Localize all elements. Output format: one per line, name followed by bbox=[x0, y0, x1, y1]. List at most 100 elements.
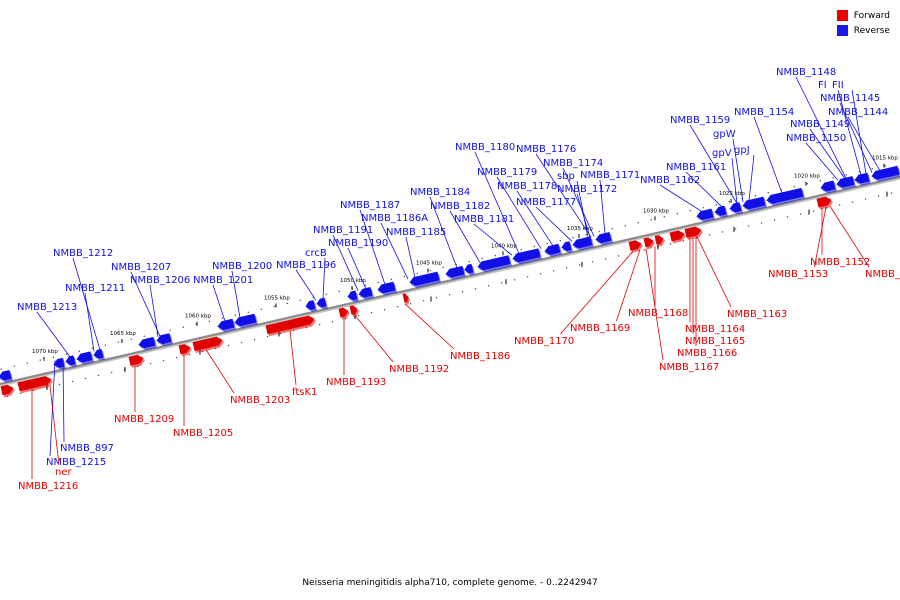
reverse-label-nmbb-1145[interactable]: NMBB_1145 bbox=[820, 93, 880, 173]
reverse-label-nmbb-1206[interactable]: NMBB_1206 bbox=[130, 275, 190, 337]
forward-label-nmbb-1153[interactable]: NMBB_1153 bbox=[768, 206, 828, 280]
forward-gene-11[interactable] bbox=[178, 344, 193, 357]
reverse-label-nmbb-1185[interactable]: NMBB_1185 bbox=[386, 227, 446, 278]
forward-label-nmbb-1168[interactable]: NMBB_1168 bbox=[628, 246, 688, 319]
reverse-gene-15[interactable] bbox=[464, 263, 475, 276]
reverse-gene-19[interactable] bbox=[358, 287, 374, 300]
reverse-gene-17[interactable] bbox=[409, 271, 441, 288]
forward-gene-3[interactable] bbox=[654, 235, 666, 247]
forward-gene-0[interactable] bbox=[816, 196, 834, 210]
reverse-label-nmbb-1213[interactable]: NMBB_1213 bbox=[17, 302, 77, 358]
reverse-gene-31[interactable] bbox=[0, 370, 13, 383]
forward-gene-4[interactable] bbox=[643, 237, 656, 250]
reverse-label-nmbb-1211[interactable]: NMBB_1211 bbox=[65, 283, 125, 352]
reverse-label-nmbb-1180[interactable]: NMBB_1180 bbox=[455, 142, 520, 254]
reverse-gene-14[interactable] bbox=[477, 255, 512, 273]
reverse-label-gpv[interactable]: gpV bbox=[712, 148, 738, 204]
reverse-gene-4[interactable] bbox=[766, 187, 805, 206]
forward-label-nmbb-1163[interactable]: NMBB_1163 bbox=[696, 236, 787, 320]
reverse-label-nmbb-1178[interactable]: NMBB_1178 bbox=[497, 181, 557, 247]
forward-label-nmbb-1151[interactable]: NMBB_1151 bbox=[829, 205, 900, 280]
reverse-label-nmbb-1144[interactable]: NMBB_1144 bbox=[828, 107, 888, 171]
reverse-label-nmbb-1149[interactable]: NMBB_1149 bbox=[790, 119, 850, 179]
reverse-gene-8[interactable] bbox=[696, 208, 715, 222]
reverse-label-sbp[interactable]: sbp bbox=[557, 171, 589, 238]
reverse-gene-20[interactable] bbox=[347, 290, 359, 303]
reverse-label-nmbb-1200[interactable]: NMBB_1200 bbox=[212, 261, 272, 318]
reverse-label-nmbb-1161[interactable]: NMBB_1161 bbox=[666, 162, 726, 208]
reverse-label-nmbb-1201[interactable]: NMBB_1201 bbox=[193, 275, 253, 322]
reverse-label-nmbb-1212[interactable]: NMBB_1212 bbox=[53, 248, 113, 351]
reverse-gene-22[interactable] bbox=[305, 300, 317, 312]
forward-label-nmbb-1167[interactable]: NMBB_1167 bbox=[645, 248, 719, 373]
reverse-gene-29[interactable] bbox=[65, 355, 77, 368]
reverse-label-nmbb-1207[interactable]: NMBB_1207 bbox=[111, 262, 171, 337]
forward-gene-1[interactable] bbox=[684, 226, 704, 240]
forward-gene-8[interactable] bbox=[338, 307, 351, 320]
reverse-gene-9[interactable] bbox=[595, 232, 613, 246]
reverse-label-nmbb-1150[interactable]: NMBB_1150 bbox=[786, 133, 846, 181]
reverse-label-nmbb-1181[interactable]: NMBB_1181 bbox=[454, 214, 514, 256]
reverse-gene-7[interactable] bbox=[714, 205, 728, 218]
forward-gene-7[interactable] bbox=[349, 305, 360, 317]
forward-label-nmbb-1192[interactable]: NMBB_1192 bbox=[354, 315, 449, 375]
reverse-label-nmbb-1176[interactable]: NMBB_1176 bbox=[516, 144, 592, 238]
reverse-label-nmbb-1177[interactable]: NMBB_1177 bbox=[516, 197, 576, 242]
forward-label-ner[interactable]: ner bbox=[49, 385, 72, 479]
forward-gene-12[interactable] bbox=[128, 354, 146, 368]
reverse-label-nmbb-897[interactable]: NMBB_897 bbox=[60, 358, 114, 454]
forward-label-nmbb-1170[interactable]: NMBB_1170 bbox=[514, 251, 634, 347]
reverse-gene-18[interactable] bbox=[377, 281, 397, 296]
reverse-label-nmbb-1172[interactable]: NMBB_1172 bbox=[557, 184, 617, 238]
reverse-label-nmbb-1196[interactable]: NMBB_1196 bbox=[276, 260, 336, 301]
reverse-label-nmbb-1187[interactable]: NMBB_1187 bbox=[340, 200, 400, 285]
reverse-label-nmbb-1148[interactable]: NMBB_1148 bbox=[776, 67, 847, 179]
forward-label-nmbb-1164[interactable]: NMBB_1164 bbox=[685, 238, 745, 335]
reverse-gene-13[interactable] bbox=[512, 248, 542, 265]
reverse-label-nmbb-1171[interactable]: NMBB_1171 bbox=[580, 170, 640, 234]
reverse-gene-27[interactable] bbox=[93, 348, 105, 361]
reverse-label-gpw[interactable]: gpW bbox=[713, 129, 744, 203]
reverse-gene-6[interactable] bbox=[729, 202, 743, 215]
forward-label-nmbb-1205[interactable]: NMBB_1205 bbox=[173, 354, 233, 439]
reverse-gene-1[interactable] bbox=[854, 172, 871, 186]
forward-label-nmbb-1166[interactable]: NMBB_1166 bbox=[677, 236, 737, 359]
forward-label-nmbb-1193[interactable]: NMBB_1193 bbox=[326, 317, 386, 388]
reverse-gene-2[interactable] bbox=[836, 176, 856, 190]
forward-gene-5[interactable] bbox=[628, 240, 644, 253]
reverse-label-nmbb-1184[interactable]: NMBB_1184 bbox=[410, 187, 470, 269]
forward-label-nmbb-1152[interactable]: NMBB_1152 bbox=[810, 207, 870, 268]
reverse-gene-30[interactable] bbox=[53, 357, 66, 370]
reverse-label-nmbb-1190[interactable]: NMBB_1190 bbox=[328, 238, 388, 289]
forward-gene-13[interactable] bbox=[17, 376, 54, 394]
reverse-gene-21[interactable] bbox=[316, 297, 328, 310]
reverse-label-nmbb-1159[interactable]: NMBB_1159 bbox=[670, 115, 738, 204]
forward-label-nmbb-1169[interactable]: NMBB_1169 bbox=[570, 249, 641, 334]
forward-label-nmbb-1209[interactable]: NMBB_1209 bbox=[114, 365, 174, 425]
reverse-gene-12[interactable] bbox=[544, 243, 562, 257]
reverse-label-nmbb-1191[interactable]: NMBB_1191 bbox=[313, 225, 373, 291]
reverse-gene-23[interactable] bbox=[234, 313, 258, 329]
reverse-label-nmbb-1162[interactable]: NMBB_1162 bbox=[640, 175, 703, 212]
reverse-label-fi[interactable]: FI bbox=[818, 80, 862, 176]
forward-gene-14[interactable] bbox=[0, 384, 16, 398]
reverse-label-fii[interactable]: FII bbox=[832, 80, 867, 174]
reverse-gene-5[interactable] bbox=[742, 196, 767, 212]
reverse-gene-26[interactable] bbox=[138, 336, 157, 351]
reverse-gene-10[interactable] bbox=[572, 236, 594, 251]
forward-label-nmbb-1216[interactable]: NMBB_1216 bbox=[18, 389, 78, 492]
reverse-gene-28[interactable] bbox=[76, 351, 94, 365]
forward-gene-9[interactable] bbox=[265, 315, 317, 337]
reverse-label-nmbb-1182[interactable]: NMBB_1182 bbox=[430, 201, 490, 263]
reverse-label-nmbb-1174[interactable]: NMBB_1174 bbox=[543, 158, 603, 237]
reverse-label-crcb[interactable]: crcB bbox=[305, 248, 327, 299]
reverse-label-nmbb-1154[interactable]: NMBB_1154 bbox=[734, 107, 794, 194]
reverse-gene-0[interactable] bbox=[871, 165, 900, 182]
forward-label-nmbb-1203[interactable]: NMBB_1203 bbox=[205, 349, 290, 406]
forward-label-ftsk1[interactable]: ftsK1 bbox=[289, 330, 317, 398]
reverse-label-nmbb-1179[interactable]: NMBB_1179 bbox=[477, 167, 542, 249]
reverse-gene-24[interactable] bbox=[217, 318, 236, 333]
reverse-gene-25[interactable] bbox=[156, 333, 173, 347]
reverse-gene-16[interactable] bbox=[445, 265, 466, 280]
forward-label-nmbb-1186[interactable]: NMBB_1186 bbox=[404, 303, 510, 362]
